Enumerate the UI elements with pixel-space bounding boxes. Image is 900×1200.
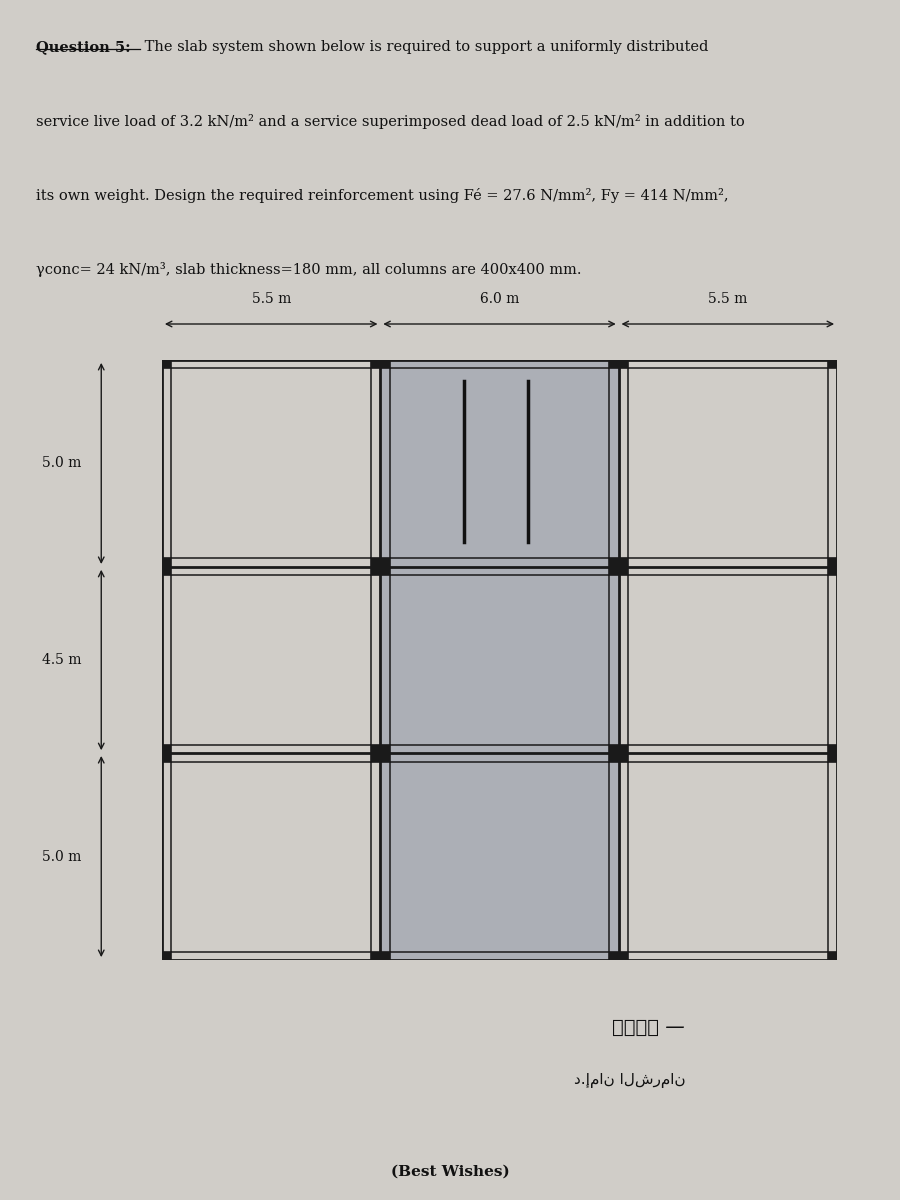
Bar [609, 745, 628, 762]
Bar [609, 352, 628, 368]
Text: جلسة —: جلسة — [612, 1018, 684, 1037]
Bar [828, 952, 846, 968]
Bar [153, 352, 172, 368]
Bar [153, 952, 172, 968]
Bar [371, 745, 390, 762]
Text: Question 5:: Question 5: [36, 41, 130, 54]
Text: 5.0 m: 5.0 m [41, 850, 81, 864]
Text: 5.0 m: 5.0 m [41, 456, 81, 470]
Bar [371, 558, 390, 575]
Bar [390, 575, 609, 745]
Text: 5.5 m: 5.5 m [251, 292, 291, 306]
Bar [390, 368, 609, 558]
Bar [153, 745, 172, 762]
Bar [371, 352, 390, 368]
Text: 5.5 m: 5.5 m [708, 292, 748, 306]
Bar [609, 558, 628, 575]
Text: (Best Wishes): (Best Wishes) [391, 1164, 509, 1178]
Bar [371, 952, 390, 968]
Bar [628, 368, 828, 558]
Text: د.إمان الشرمان: د.إمان الشرمان [574, 1073, 686, 1087]
Bar [390, 762, 609, 952]
Text: The slab system shown below is required to support a uniformly distributed: The slab system shown below is required … [140, 41, 708, 54]
Bar [828, 558, 846, 575]
Text: its own weight. Design the required reinforcement using Fé = 27.6 N/mm², Fy = 41: its own weight. Design the required rein… [36, 188, 729, 203]
Text: γconc= 24 kN/m³, slab thickness=180 mm, all columns are 400x400 mm.: γconc= 24 kN/m³, slab thickness=180 mm, … [36, 262, 581, 277]
Text: 6.0 m: 6.0 m [480, 292, 519, 306]
Bar [171, 762, 371, 952]
Bar [171, 575, 371, 745]
Text: service live load of 3.2 kN/m² and a service superimposed dead load of 2.5 kN/m²: service live load of 3.2 kN/m² and a ser… [36, 114, 745, 130]
Bar [153, 558, 172, 575]
Bar [628, 762, 828, 952]
Bar [828, 352, 846, 368]
Bar [381, 360, 618, 960]
Bar [609, 952, 628, 968]
Text: 4.5 m: 4.5 m [41, 653, 81, 667]
Bar [828, 745, 846, 762]
Bar [628, 575, 828, 745]
Bar [171, 368, 371, 558]
